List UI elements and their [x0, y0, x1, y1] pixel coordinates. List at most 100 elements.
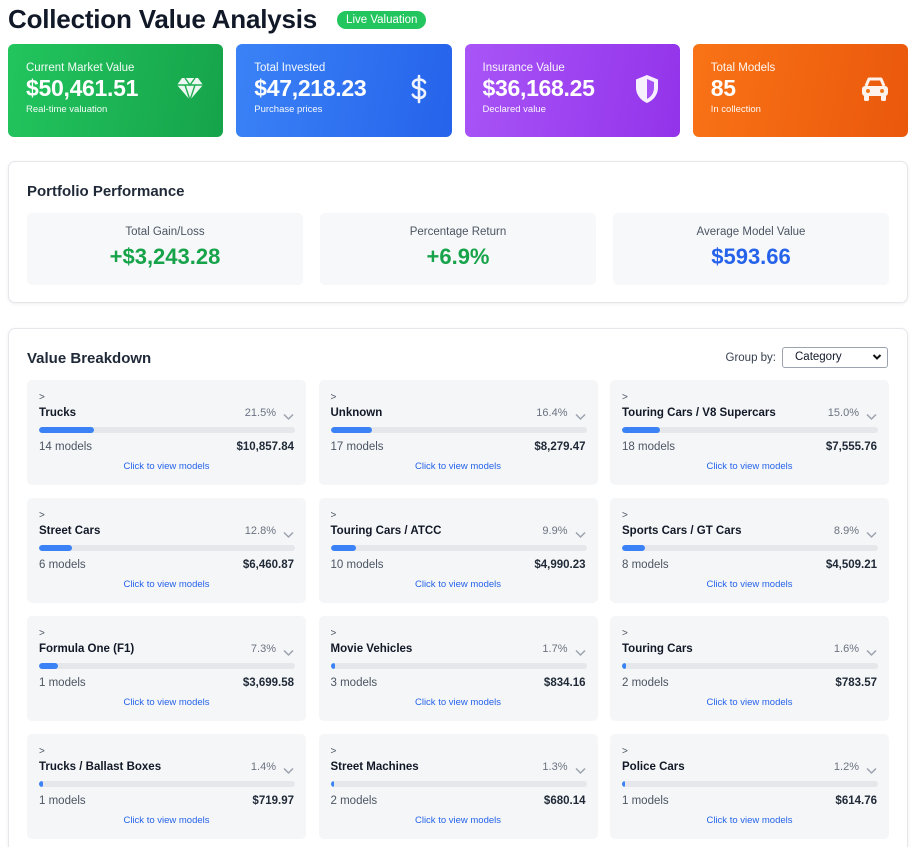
category-name: Touring Cars [622, 643, 693, 655]
category-model-count: 1 models [39, 677, 86, 689]
chevron-down-icon[interactable] [866, 644, 877, 662]
category-percentage: 15.0% [827, 407, 859, 419]
category-model-count: 6 models [39, 559, 86, 571]
category-grid: > Trucks 21.5% 14 models $10,857.84 Click to … [27, 380, 889, 839]
chevron-down-icon[interactable] [283, 408, 294, 426]
view-models-link[interactable]: Click to view models [706, 815, 793, 826]
category-card[interactable]: > Trucks 21.5% 14 models $10,857.84 Click to … [27, 380, 306, 485]
category-progress-bar [330, 427, 587, 433]
view-models-link[interactable]: Click to view models [414, 461, 502, 472]
category-progress-fill [330, 663, 335, 669]
category-card[interactable]: > Touring Cars / V8 Supercars 15.0% 18 mode… [610, 380, 889, 485]
stat-label: Total Models [710, 62, 776, 74]
category-model-count: 18 models [622, 441, 676, 453]
category-progress-bar [39, 663, 295, 669]
metric-label: Percentage Return [409, 226, 507, 238]
stat-value: 85 [710, 75, 736, 101]
chevron-down-icon[interactable] [283, 644, 294, 662]
view-models-link[interactable]: Click to view models [123, 461, 210, 472]
diamond-icon [175, 74, 205, 104]
metric-value: +$3,243.28 [109, 244, 221, 269]
expand-arrow: > [330, 628, 337, 639]
category-progress-bar [622, 545, 878, 551]
category-card[interactable]: > Touring Cars / ATCC 9.9% 10 models $4,990.… [318, 498, 598, 603]
stat-sub: Declared value [482, 104, 546, 115]
category-percentage: 1.2% [833, 761, 859, 773]
section-title: Value Breakdown [27, 350, 152, 367]
shield-icon [632, 74, 662, 104]
category-progress-bar [622, 427, 878, 433]
page-header: Collection Value Analysis Live Valuation [8, 2, 427, 36]
category-model-count: 3 models [330, 677, 378, 689]
chevron-down-icon[interactable] [866, 408, 877, 426]
category-progress-fill [330, 781, 334, 787]
metric-total-gain-loss: Total Gain/Loss +$3,243.28 [27, 213, 303, 285]
chevron-down-icon [872, 352, 882, 365]
category-progress-fill [622, 427, 661, 433]
group-by-label: Group by: [725, 351, 777, 364]
category-progress-bar [330, 663, 587, 669]
expand-arrow: > [330, 746, 337, 757]
expand-arrow: > [39, 510, 45, 521]
stat-value: $36,168.25 [482, 75, 595, 101]
category-percentage: 12.8% [244, 525, 276, 537]
category-card[interactable]: > Movie Vehicles 1.7% 3 models $834.16 Click … [318, 616, 598, 721]
chevron-down-icon[interactable] [283, 526, 294, 544]
chevron-down-icon[interactable] [866, 762, 877, 780]
category-name: Unknown [330, 407, 383, 419]
stat-value: $47,218.23 [254, 75, 367, 101]
expand-arrow: > [622, 746, 628, 757]
category-card[interactable]: > Touring Cars 1.6% 2 models $783.57 Click to… [610, 616, 889, 721]
metric-value: $593.66 [711, 244, 791, 269]
category-card[interactable]: > Unknown 16.4% 17 models $8,279.47 Click to … [318, 380, 598, 485]
stat-label: Total Invested [254, 62, 326, 74]
view-models-link[interactable]: Click to view models [706, 579, 793, 590]
chevron-down-icon[interactable] [283, 762, 294, 780]
expand-arrow: > [622, 628, 628, 639]
category-value: $10,857.84 [236, 441, 294, 453]
category-card[interactable]: > Police Cars 1.2% 1 models $614.76 Click to … [610, 734, 889, 839]
chevron-down-icon[interactable] [866, 526, 877, 544]
portfolio-performance-panel: Portfolio Performance Total Gain/Loss +$… [8, 161, 908, 303]
category-card[interactable]: > Street Machines 1.3% 2 models $680.14 Click… [318, 734, 598, 839]
expand-arrow: > [330, 392, 337, 403]
category-progress-bar [330, 545, 587, 551]
view-models-link[interactable]: Click to view models [414, 697, 502, 708]
group-by-select[interactable]: Category [782, 347, 888, 368]
view-models-link[interactable]: Click to view models [123, 815, 210, 826]
category-name: Sports Cars / GT Cars [622, 525, 742, 537]
category-progress-bar [39, 427, 295, 433]
category-name: Police Cars [622, 761, 685, 773]
view-models-link[interactable]: Click to view models [123, 579, 210, 590]
category-card[interactable]: > Street Cars 12.8% 6 models $6,460.87 Click … [27, 498, 306, 603]
category-card[interactable]: > Sports Cars / GT Cars 8.9% 8 models $4,509… [610, 498, 889, 603]
category-model-count: 17 models [330, 441, 384, 453]
car-icon [860, 74, 890, 104]
view-models-link[interactable]: Click to view models [414, 579, 502, 590]
category-value: $3,699.58 [242, 677, 294, 689]
chevron-down-icon[interactable] [574, 526, 586, 544]
category-value: $8,279.47 [534, 441, 586, 453]
category-percentage: 1.4% [250, 761, 276, 773]
view-models-link[interactable]: Click to view models [706, 697, 793, 708]
category-value: $7,555.76 [825, 441, 877, 453]
chevron-down-icon[interactable] [574, 762, 586, 780]
category-card[interactable]: > Formula One (F1) 7.3% 1 models $3,699.58 Cl… [27, 616, 306, 721]
category-progress-fill [39, 781, 43, 787]
category-progress-bar [39, 781, 295, 787]
view-models-link[interactable]: Click to view models [123, 697, 210, 708]
category-value: $4,509.21 [825, 559, 877, 571]
category-percentage: 1.7% [542, 643, 568, 655]
chevron-down-icon[interactable] [574, 644, 586, 662]
category-model-count: 8 models [622, 559, 669, 571]
metric-value: +6.9% [426, 244, 490, 269]
chevron-down-icon[interactable] [574, 408, 586, 426]
category-card[interactable]: > Trucks / Ballast Boxes 1.4% 1 models $719.… [27, 734, 306, 839]
performance-metrics: Total Gain/Loss +$3,243.28 Percentage Re… [27, 213, 889, 285]
section-title: Portfolio Performance [27, 183, 185, 200]
stat-card-insurance-value: Insurance Value $36,168.25 Declared valu… [464, 44, 680, 137]
category-name: Formula One (F1) [39, 643, 135, 655]
view-models-link[interactable]: Click to view models [706, 461, 793, 472]
view-models-link[interactable]: Click to view models [414, 815, 502, 826]
expand-arrow: > [622, 510, 628, 521]
